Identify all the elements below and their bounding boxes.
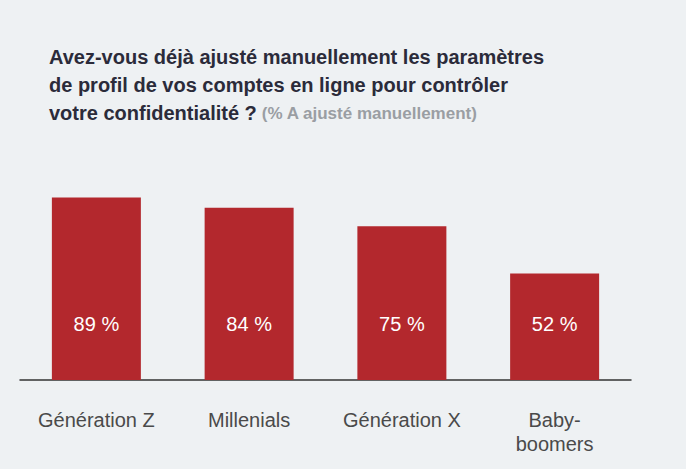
svg-text:Génération Z: Génération Z <box>38 409 155 431</box>
svg-text:89 %: 89 % <box>74 313 120 335</box>
svg-text:75 %: 75 % <box>379 313 425 335</box>
svg-text:84 %: 84 % <box>226 313 272 335</box>
svg-text:(% A ajusté manuellement): (% A ajusté manuellement) <box>262 104 477 123</box>
svg-text:de profil de vos comptes en li: de profil de vos comptes en ligne pour c… <box>49 74 508 96</box>
svg-text:Avez-vous déjà ajusté manuelle: Avez-vous déjà ajusté manuellement les p… <box>49 46 544 68</box>
svg-text:votre confidentialité ?: votre confidentialité ? <box>49 102 257 124</box>
svg-text:Génération X: Génération X <box>343 409 461 431</box>
svg-text:52 %: 52 % <box>532 313 578 335</box>
svg-text:Baby-: Baby- <box>529 409 581 431</box>
svg-text:boomers: boomers <box>516 433 594 455</box>
svg-text:Millenials: Millenials <box>208 409 290 431</box>
